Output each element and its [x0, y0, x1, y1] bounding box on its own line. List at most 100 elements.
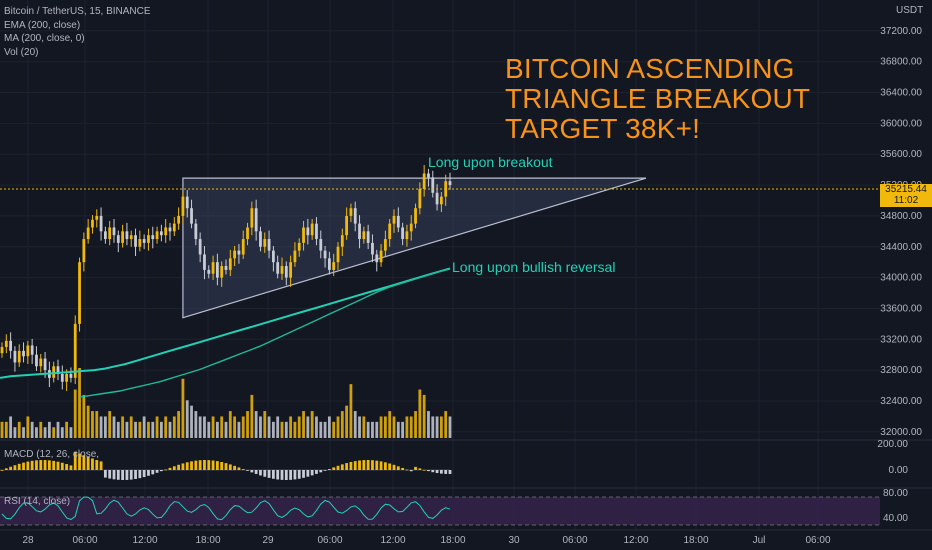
volume-bar	[409, 416, 413, 438]
price-tick-label: 37200.00	[880, 26, 922, 37]
volume-bar	[358, 416, 361, 438]
volume-bar	[211, 416, 215, 438]
bar-countdown: 11:02	[893, 195, 919, 206]
volume-bar	[349, 384, 353, 438]
candle	[215, 262, 219, 278]
volume-bar	[289, 416, 293, 438]
macd-bar	[439, 470, 443, 474]
macd-bar	[65, 464, 69, 470]
volume-bar	[237, 421, 241, 438]
candle	[310, 223, 314, 236]
macd-bar	[254, 470, 258, 474]
volume-bar	[414, 411, 417, 438]
candle	[35, 354, 38, 367]
candle	[302, 227, 305, 243]
currency-label[interactable]: USDT	[896, 5, 924, 16]
macd-bar	[69, 465, 73, 470]
macd-bar	[289, 470, 293, 480]
volume-bar	[164, 416, 168, 438]
candle	[224, 266, 228, 270]
volume-bar	[147, 421, 150, 438]
volume-bar	[448, 416, 452, 438]
candle	[409, 223, 413, 232]
macd-bar	[125, 470, 129, 480]
candle	[22, 350, 25, 357]
candle	[280, 266, 284, 274]
candle	[371, 242, 374, 255]
volume-bar	[207, 421, 211, 438]
volume-bar	[220, 416, 224, 438]
price-axis[interactable]: 37200.00 36800.00 36400.00 36000.00 35600.00…	[877, 26, 922, 524]
price-tick-label: 32400.00	[880, 396, 922, 407]
candle	[228, 258, 232, 270]
volume-bar	[280, 421, 284, 438]
volume-bar	[293, 421, 297, 438]
macd-bar	[383, 462, 387, 470]
volume-bar	[263, 411, 267, 438]
ema-legend[interactable]: EMA (200, close)	[4, 19, 81, 31]
price-tick-label: 32800.00	[880, 365, 922, 376]
volume-bar	[228, 411, 232, 438]
volume-bar	[392, 416, 396, 438]
macd-bar	[345, 463, 349, 470]
time-tick-label: 06:00	[317, 535, 342, 546]
candle	[327, 258, 331, 270]
rsi-tick-label: 80.00	[883, 488, 908, 499]
volume-bar	[52, 427, 56, 438]
symbol-title[interactable]: Bitcoin / TetherUS, 15, BINANCE	[4, 6, 151, 17]
volume-bar	[323, 421, 327, 438]
price-tick-label: 35600.00	[880, 149, 922, 160]
last-price: 35215.44	[885, 184, 927, 195]
vol-legend[interactable]: Vol (20)	[4, 46, 39, 58]
volume-bar	[138, 421, 142, 438]
macd-bar	[112, 470, 116, 480]
volume-bar	[405, 416, 409, 438]
candle	[30, 345, 34, 355]
volume-bar	[371, 421, 374, 438]
macd-bar	[9, 466, 13, 470]
volume-bar	[155, 416, 159, 438]
time-tick-label: 06:00	[805, 535, 830, 546]
volume-bar	[60, 427, 64, 438]
macd-bar	[327, 468, 331, 470]
volume-bar	[108, 411, 112, 438]
macd-label[interactable]: MACD (12, 26, close,	[4, 449, 100, 460]
volume-bar	[121, 416, 125, 438]
volume-bar	[116, 421, 120, 438]
ma-legend[interactable]: MA (200, close, 0)	[4, 33, 85, 44]
time-axis[interactable]: 28 06:00 12:00 18:00 29 06:00 12:00 18:00 30 06:0…	[22, 535, 831, 546]
candle	[172, 223, 176, 232]
time-tick-label: 30	[508, 535, 520, 546]
macd-bar	[142, 470, 146, 478]
macd-bar	[172, 466, 176, 470]
volume-bar	[383, 416, 387, 438]
candle	[366, 231, 370, 243]
price-tick-label: 32000.00	[880, 427, 922, 438]
macd-bar	[414, 466, 417, 470]
candle	[138, 239, 142, 247]
volume-bar	[431, 416, 435, 438]
macd-bar	[220, 462, 224, 470]
macd-bar	[108, 470, 112, 479]
candle	[190, 208, 193, 224]
candle	[306, 227, 310, 236]
volume-bar	[336, 416, 340, 438]
rsi-label[interactable]: RSI (14, close)	[4, 496, 71, 507]
candle	[91, 219, 94, 228]
candle	[431, 177, 435, 193]
candle	[95, 215, 99, 220]
volume-bar	[241, 416, 245, 438]
candle	[39, 358, 43, 367]
candle	[383, 239, 387, 251]
candle	[112, 227, 116, 236]
rsi-line	[0, 496, 880, 526]
candle	[65, 373, 69, 382]
volume-bar	[444, 411, 448, 438]
macd-bar	[427, 470, 430, 472]
volume-bar	[284, 421, 288, 438]
price-tick-label: 34400.00	[880, 242, 922, 253]
volume-bar	[99, 416, 103, 438]
macd-bar	[116, 470, 120, 480]
price-tick-label: 36400.00	[880, 88, 922, 99]
